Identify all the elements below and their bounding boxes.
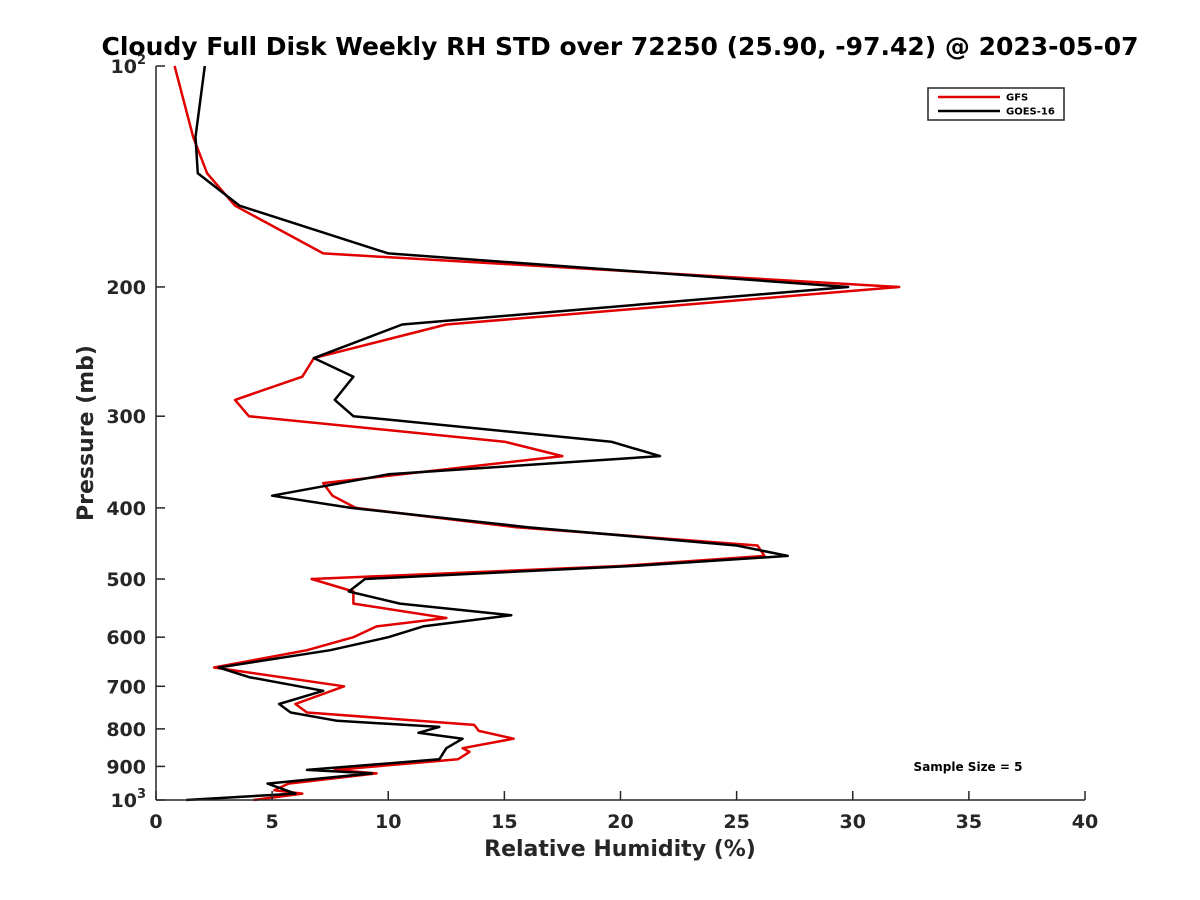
y-tick-label: 103	[111, 787, 147, 812]
axes-layer	[155, 66, 1085, 801]
legend-label-gfs: GFS	[1006, 93, 1028, 104]
x-tick-label: 15	[491, 811, 517, 833]
y-tick-label: 500	[106, 569, 146, 591]
x-tick-label: 10	[375, 811, 401, 833]
ticks-layer: 0 5 10 15 20 25 30 35 40 102 200 300 400 500 600 700 800…	[106, 53, 1098, 833]
x-tick-label: 35	[956, 811, 982, 833]
chart-title: Cloudy Full Disk Weekly RH STD over 7225…	[101, 32, 1138, 61]
y-tick-label: 200	[106, 277, 146, 299]
x-tick-label: 5	[266, 811, 279, 833]
series-line-goes16	[186, 65, 850, 802]
legend: GFS GOES-16	[927, 87, 1065, 121]
x-tick-label: 0	[149, 811, 162, 833]
series-layer	[173, 65, 901, 802]
x-tick-label: 40	[1072, 811, 1098, 833]
y-tick-label: 600	[106, 627, 146, 649]
sample-size-annotation: Sample Size = 5	[914, 760, 1023, 774]
y-axis-label: Pressure (mb)	[74, 345, 99, 521]
x-tick-label: 30	[840, 811, 866, 833]
y-tick-label: 700	[106, 676, 146, 698]
y-tick-label: 900	[106, 756, 146, 778]
y-tick-label: 400	[106, 498, 146, 520]
x-tick-label: 25	[723, 811, 749, 833]
y-tick-label: 300	[106, 406, 146, 428]
legend-label-goes16: GOES-16	[1006, 107, 1055, 118]
y-tick-label: 102	[111, 53, 147, 78]
y-tick-label: 800	[106, 719, 146, 741]
legend-box	[927, 87, 1065, 121]
x-axis-label: Relative Humidity (%)	[484, 837, 756, 862]
series-line-gfs	[173, 65, 901, 802]
x-tick-label: 20	[607, 811, 633, 833]
